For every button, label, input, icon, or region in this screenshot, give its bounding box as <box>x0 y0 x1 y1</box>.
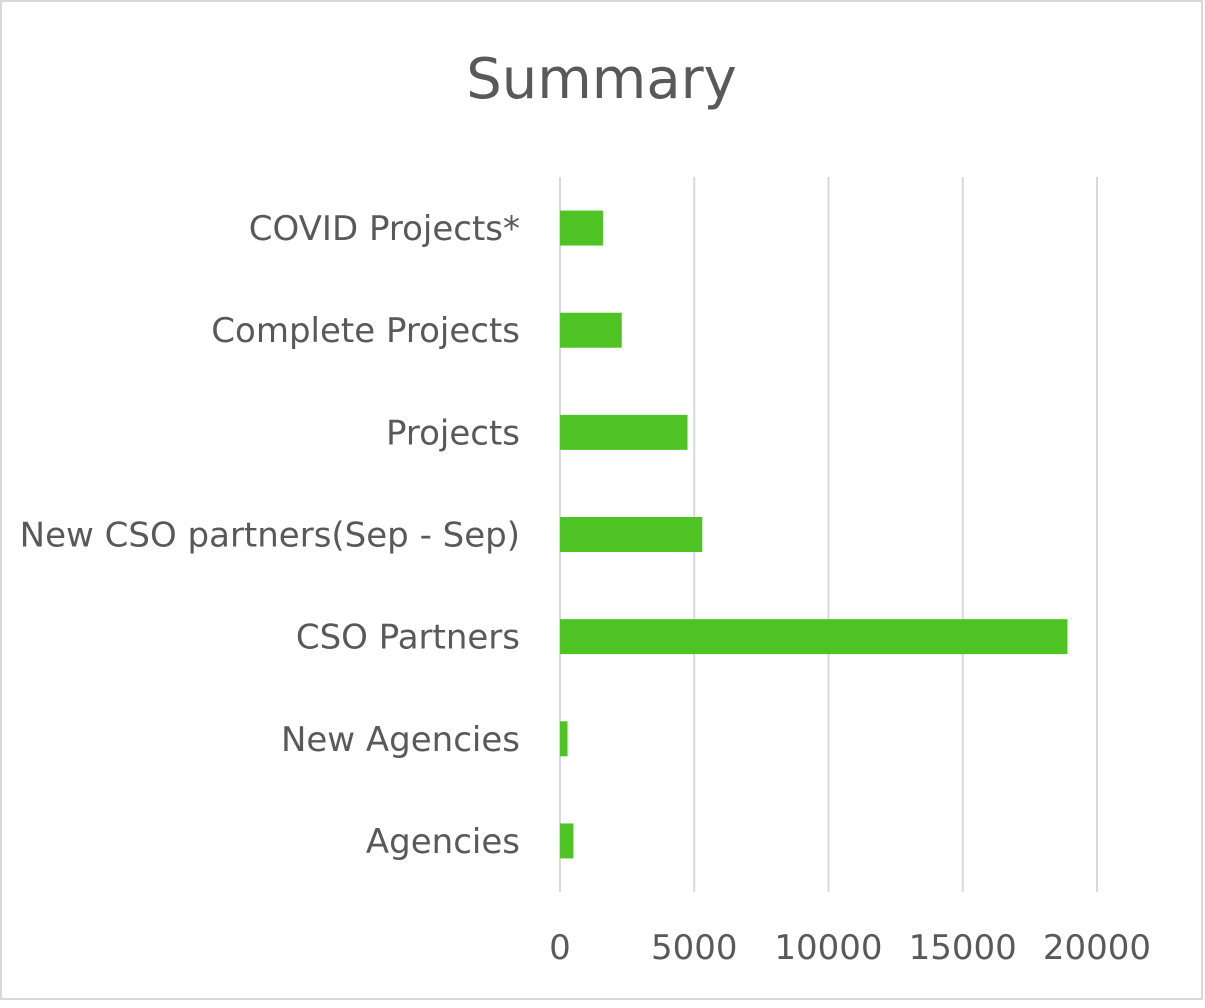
bars <box>560 210 1068 859</box>
x-tick-label: 20000 <box>1043 928 1151 968</box>
x-tick-label: 10000 <box>774 928 882 968</box>
x-tick-label: 0 <box>549 928 571 968</box>
bar <box>560 312 622 348</box>
bar <box>560 414 688 450</box>
category-label: New Agencies <box>281 720 520 760</box>
bar <box>560 210 603 246</box>
bar <box>560 517 703 552</box>
category-label: CSO Partners <box>296 618 520 658</box>
x-tick-label: 15000 <box>909 928 1017 968</box>
bar <box>560 619 1068 655</box>
x-axis-ticks: 0 5000 10000 15000 20000 <box>549 928 1151 968</box>
category-label: Agencies <box>366 822 520 862</box>
category-label: New CSO partners(Sep - Sep) <box>20 516 520 556</box>
x-tick-label: 5000 <box>651 928 738 968</box>
category-labels: Agencies New Agencies CSO Partners New CSO … <box>20 209 520 862</box>
bar <box>560 721 568 757</box>
chart-title: Summary <box>466 47 737 112</box>
category-label: Projects <box>386 413 520 453</box>
category-label: Complete Projects <box>211 311 520 351</box>
bar <box>560 823 574 859</box>
category-label: COVID Projects* <box>249 209 520 249</box>
